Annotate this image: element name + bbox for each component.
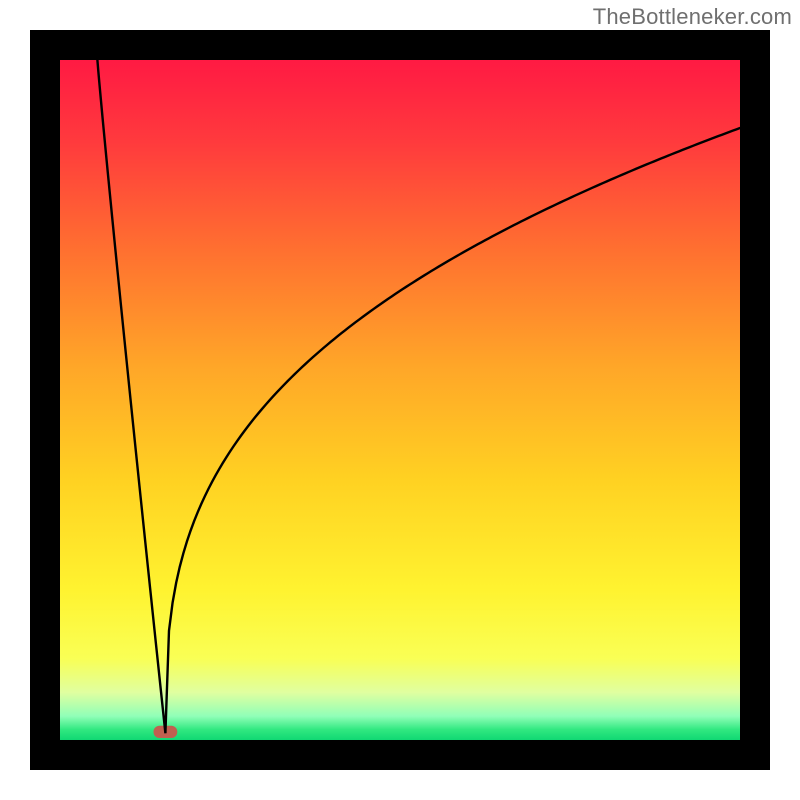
chart-container: TheBottleneker.com (0, 0, 800, 800)
bottleneck-chart-svg (0, 0, 800, 800)
plot-background (60, 60, 740, 740)
watermark-text: TheBottleneker.com (593, 4, 792, 30)
